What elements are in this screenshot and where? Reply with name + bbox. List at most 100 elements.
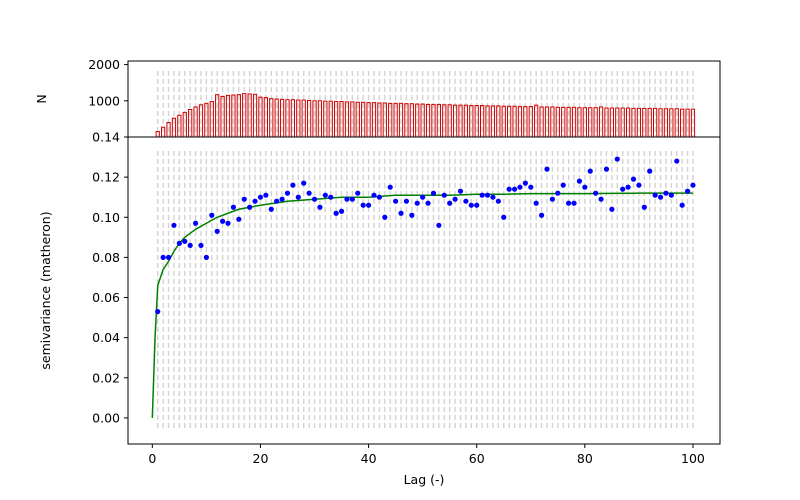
histogram-bin-gridlines bbox=[157, 71, 694, 137]
semivariance-point bbox=[192, 220, 199, 226]
semivariance-point bbox=[679, 202, 685, 208]
semivariance-y-tick-label: 0.10 bbox=[92, 210, 120, 225]
semivariance-point bbox=[506, 186, 512, 192]
semivariance-point bbox=[247, 204, 253, 210]
semivariance-point bbox=[544, 166, 550, 172]
semivariance-point bbox=[176, 240, 182, 246]
semivariance-point bbox=[279, 196, 285, 202]
semivariance-point bbox=[409, 212, 415, 218]
semivariance-point bbox=[355, 190, 361, 196]
semivariance-point bbox=[338, 208, 345, 214]
histogram-y-tick-label: 1000 bbox=[88, 93, 120, 108]
semivariance-point bbox=[328, 194, 334, 200]
semivariance-point bbox=[306, 190, 312, 196]
semivariance-point bbox=[414, 200, 420, 206]
semivariance-point bbox=[241, 196, 247, 202]
semivariance-point bbox=[576, 178, 583, 184]
semivariance-point bbox=[203, 254, 209, 260]
semivariance-point bbox=[587, 168, 593, 174]
semivariance-point bbox=[209, 212, 215, 218]
semivariance-point bbox=[609, 206, 615, 212]
histogram-y-ticks: 1000 2000 bbox=[88, 57, 128, 108]
semivariance-point bbox=[566, 200, 572, 206]
semivariance-point bbox=[160, 254, 166, 260]
semivariance-point bbox=[344, 196, 350, 202]
semivariance-point bbox=[598, 196, 604, 202]
semivariance-point bbox=[349, 196, 355, 202]
semivariance-point bbox=[620, 186, 626, 192]
semivariance-x-ticks: 0 20 40 60 80 100 bbox=[148, 444, 705, 466]
semivariance-bin-gridlines bbox=[157, 151, 694, 430]
semivariance-point bbox=[236, 216, 242, 222]
semivariance-point bbox=[463, 198, 469, 204]
semivariance-point bbox=[214, 228, 220, 234]
semivariance-point bbox=[603, 166, 610, 172]
x-tick-label: 100 bbox=[681, 451, 705, 466]
semivariance-point bbox=[495, 198, 501, 204]
semivariance-y-tick-label: 0.14 bbox=[92, 130, 120, 145]
semivariance-point bbox=[182, 238, 188, 244]
semivariance-point bbox=[333, 210, 339, 216]
semivariance-point bbox=[522, 180, 528, 186]
semivariance-point bbox=[452, 196, 458, 202]
model-curve bbox=[151, 192, 693, 418]
semivariance-point bbox=[484, 192, 491, 198]
semivariance-point bbox=[625, 184, 631, 190]
semivariance-point bbox=[257, 194, 264, 200]
semivariance-point bbox=[403, 198, 410, 204]
semivariance-y-tick-label: 0.12 bbox=[92, 170, 120, 185]
semivariance-point bbox=[317, 204, 323, 210]
semivariance-y-tick-label: 0.08 bbox=[92, 250, 120, 265]
semivariance-axes-frame bbox=[127, 136, 721, 445]
semivariance-point bbox=[582, 184, 588, 190]
semivariance-point bbox=[420, 194, 426, 200]
semivariance-point bbox=[468, 202, 474, 208]
semivariance-point bbox=[528, 184, 534, 190]
semivariance-point bbox=[393, 198, 399, 204]
semivariance-point bbox=[376, 194, 382, 200]
semivariance-point bbox=[301, 180, 307, 186]
semivariance-y-tick-label: 0.04 bbox=[92, 330, 120, 345]
x-tick-label: 80 bbox=[577, 451, 593, 466]
semivariance-point bbox=[684, 188, 691, 194]
semivariance-point bbox=[511, 186, 518, 192]
semivariance-point bbox=[225, 220, 231, 226]
x-tick-label: 40 bbox=[361, 451, 377, 466]
semivariance-point bbox=[371, 192, 377, 198]
semivariance-point bbox=[382, 214, 388, 220]
semivariance-point bbox=[430, 190, 437, 196]
semivariance-point bbox=[187, 242, 193, 248]
semivariance-point bbox=[230, 204, 237, 210]
semivariance-point bbox=[171, 222, 177, 228]
semivariance-point bbox=[593, 190, 599, 196]
semivariance-point bbox=[311, 196, 318, 202]
semivariance-point bbox=[457, 188, 464, 194]
semivariance-point bbox=[295, 194, 301, 200]
x-tick-label: 60 bbox=[469, 451, 485, 466]
semivariance-point bbox=[636, 182, 642, 188]
semivariance-point bbox=[387, 184, 393, 190]
semivariance-point bbox=[533, 200, 539, 206]
histogram-y-tick-label: 2000 bbox=[88, 57, 120, 72]
semivariance-point bbox=[501, 214, 507, 220]
semivariance-point bbox=[647, 168, 653, 174]
semivariance-point bbox=[441, 192, 447, 198]
x-axis-label: Lag (-) bbox=[404, 472, 445, 487]
x-tick-label: 0 bbox=[148, 451, 156, 466]
semivariance-point bbox=[284, 190, 291, 196]
semivariance-y-ticks: 0.00 0.02 0.04 0.06 0.08 0.10 0.12 0.14 bbox=[92, 130, 128, 425]
semivariance-point bbox=[652, 192, 658, 198]
semivariance-point bbox=[663, 190, 669, 196]
experimental-points bbox=[155, 156, 696, 315]
semivariance-point bbox=[674, 158, 680, 164]
semivariance-point bbox=[641, 204, 647, 210]
semivariance-y-tick-label: 0.02 bbox=[92, 370, 120, 385]
semivariance-y-tick-label: 0.00 bbox=[92, 410, 120, 425]
semivariance-point bbox=[538, 212, 545, 218]
histogram-panel: 1000 2000 N bbox=[34, 57, 721, 138]
semivariance-point bbox=[517, 184, 523, 190]
semivariance-point bbox=[614, 156, 620, 162]
semivariance-point bbox=[490, 194, 496, 200]
semivariance-point bbox=[479, 192, 485, 198]
